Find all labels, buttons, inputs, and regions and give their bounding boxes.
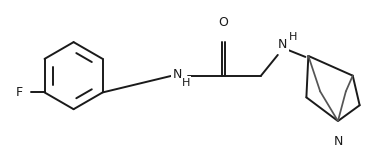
Text: N: N bbox=[278, 38, 287, 51]
Text: H: H bbox=[288, 32, 297, 42]
Text: N: N bbox=[172, 68, 182, 81]
Text: N: N bbox=[333, 135, 342, 148]
Text: O: O bbox=[218, 16, 228, 29]
Text: H: H bbox=[182, 78, 190, 88]
Text: F: F bbox=[16, 86, 23, 99]
